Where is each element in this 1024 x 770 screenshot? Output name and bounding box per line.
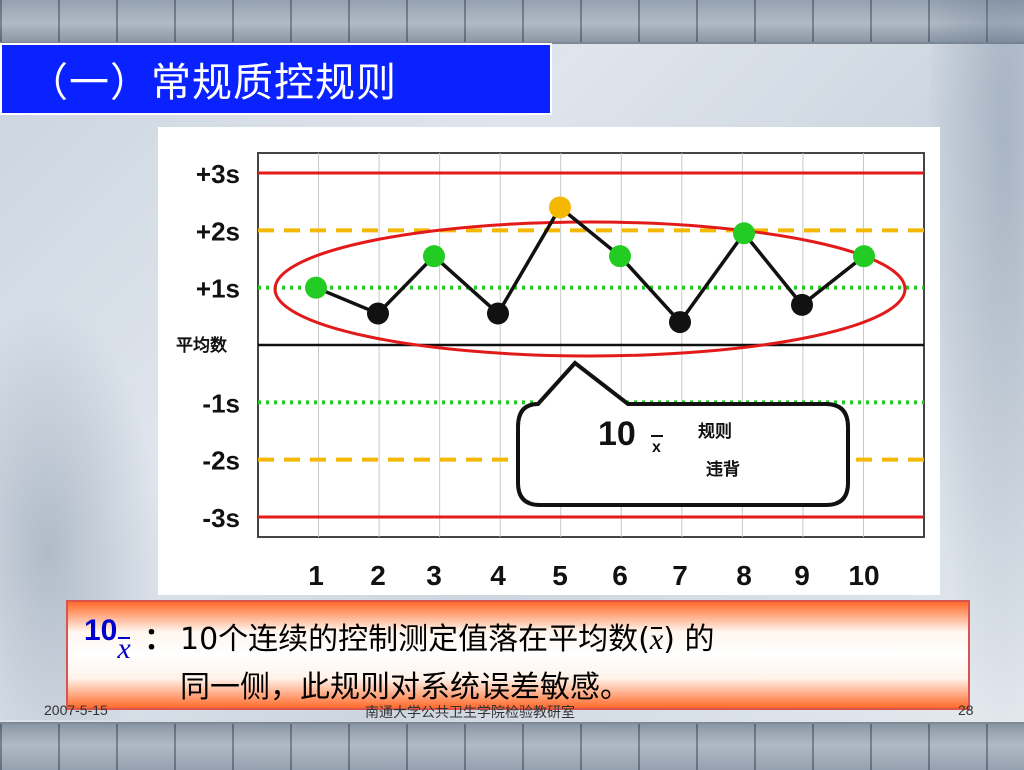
top-decorative-band	[0, 0, 1024, 44]
y-tick-label: -2s	[202, 446, 240, 476]
y-tick-label: +3s	[196, 159, 240, 189]
y-tick-label: -3s	[202, 503, 240, 533]
x-tick-label: 1	[308, 560, 324, 591]
data-point	[549, 196, 571, 219]
slide-title: （一）常规质控规则	[28, 60, 397, 106]
slide-title-bar: （一）常规质控规则	[0, 43, 552, 115]
callout-text-line2: 违背	[706, 459, 740, 480]
x-tick-label: 10	[848, 560, 879, 591]
x-tick-label: 6	[612, 560, 628, 591]
rule-code-main: 10	[84, 614, 118, 647]
data-point	[609, 245, 631, 268]
rule-colon: ：	[144, 623, 174, 656]
footer-date: 2007-5-15	[44, 702, 108, 718]
rule-description-box: 10x ： 10个连续的控制测定值落在平均数(x) 的 同一侧，此规则对系统误差…	[66, 600, 970, 710]
data-point	[305, 276, 327, 299]
rule-code: 10x	[84, 614, 131, 665]
data-point	[367, 302, 389, 325]
data-point	[733, 222, 755, 245]
x-tick-label: 3	[426, 560, 442, 591]
x-tick-label: 5	[552, 560, 568, 591]
series-line	[315, 204, 866, 325]
y-tick-label: +1s	[196, 274, 240, 304]
rule-line1-xbar: x	[649, 623, 664, 656]
callout-text-line1: 规则	[698, 421, 732, 442]
x-tick-label: 7	[672, 560, 688, 591]
x-tick-label: 2	[370, 560, 386, 591]
x-tick-label: 9	[794, 560, 810, 591]
rule-description-line1: 10个连续的控制测定值落在平均数(x) 的	[180, 614, 714, 658]
data-point	[669, 311, 691, 334]
rule-code-subscript-xbar: x	[117, 632, 131, 665]
footer-page-number: 28	[958, 702, 974, 718]
rule-line1-suffix: ) 的	[663, 622, 715, 657]
footer-organization: 南通大学公共卫生学院检验教研室	[365, 705, 575, 721]
data-point	[423, 245, 445, 268]
bottom-decorative-band	[0, 722, 1024, 770]
x-tick-label: 4	[490, 560, 506, 591]
callout-bubble	[516, 360, 850, 507]
data-point	[853, 245, 875, 268]
rule-line1-prefix: 10个连续的控制测定值落在平均数(	[180, 622, 650, 657]
y-tick-label: -1s	[202, 388, 240, 418]
control-chart: +3s +2s +1s 平均数 -1s -2s -3s 10 x 规则违背 1 2 3 4 5 6 7 8 9 10	[158, 127, 940, 595]
y-tick-label: 平均数	[176, 335, 228, 356]
annotation-ellipse	[273, 220, 907, 358]
rule-description-line2: 同一侧，此规则对系统误差敏感。	[180, 670, 630, 705]
data-point	[791, 293, 813, 316]
data-point	[487, 302, 509, 325]
x-tick-label: 8	[736, 560, 752, 591]
y-tick-label: +2s	[196, 216, 240, 246]
callout-rule-subscript: x	[652, 439, 661, 456]
callout-rule-code: 10	[598, 415, 636, 453]
